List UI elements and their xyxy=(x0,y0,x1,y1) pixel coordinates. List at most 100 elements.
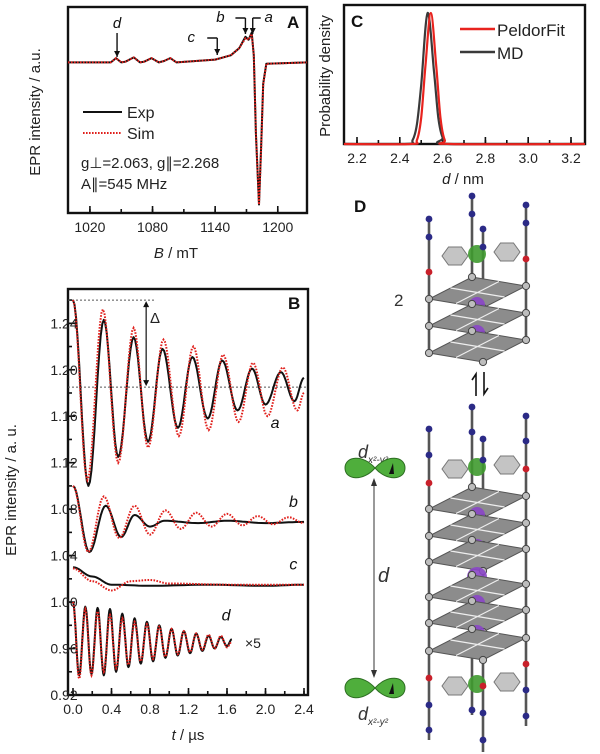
trace-d-sim-line xyxy=(72,601,232,682)
dx2y2-orbital-bottom xyxy=(344,677,406,699)
dx2y2-orbital-bottom-spin-arrow-icon xyxy=(389,683,394,694)
orbital-label-top: dx²-y² xyxy=(358,442,389,466)
trace-b-label: b xyxy=(289,494,298,511)
nitrogen-atom xyxy=(468,403,476,411)
panel-c-x-tick-label: 2.8 xyxy=(476,150,496,166)
nitrogen-atom xyxy=(522,437,530,445)
g-tensor-annotation: g⊥=2.063, g∥=2.268 xyxy=(81,155,219,172)
panel-b-xlabel: t / µs xyxy=(172,727,205,744)
trace-c-sim-line xyxy=(72,567,304,592)
metal-node xyxy=(521,579,531,589)
metal-node xyxy=(424,557,434,567)
bottom-lower-cap-ring-right xyxy=(493,672,521,692)
nitrogen-atom xyxy=(425,425,433,433)
metal-node xyxy=(424,592,434,602)
metal-node xyxy=(424,294,434,304)
trace-c-exp-line xyxy=(72,566,304,587)
oxygen-atom xyxy=(522,465,530,473)
marker-a-label: a xyxy=(265,9,273,26)
metal-node xyxy=(467,272,477,282)
trace-a-exp-line xyxy=(72,299,305,487)
metal-node xyxy=(467,326,477,336)
orbital-label-bottom-sub: x²-y² xyxy=(367,717,389,728)
oxygen-atom xyxy=(425,479,433,487)
top-cage-cap-ring-left xyxy=(441,246,469,266)
top-cage-plate-gap xyxy=(450,334,505,359)
dx2y2-orbital-top-spin-arrow-icon xyxy=(389,463,394,474)
legend-sim-label: Sim xyxy=(127,126,155,143)
oxygen-atom xyxy=(425,674,433,682)
panel-c-xlabel-unit: / nm xyxy=(451,171,484,188)
marker-b-arrow xyxy=(235,17,247,34)
marker-c-label: c xyxy=(187,29,195,46)
nitrogen-atom xyxy=(425,726,433,734)
metal-node xyxy=(467,535,477,545)
top-cage-cap-ring-right xyxy=(493,242,521,262)
trace-c-label: c xyxy=(289,557,297,574)
trace-d-label: d xyxy=(222,608,232,625)
marker-d-arrowhead xyxy=(114,51,121,57)
panel-b-x-tick-label: 1.6 xyxy=(217,701,237,717)
panel-b-y-tick-label: 1.24 xyxy=(50,315,77,331)
nitrogen-atom xyxy=(425,701,433,709)
metal-node xyxy=(467,509,477,519)
nitrogen-atom xyxy=(479,225,487,233)
nitrogen-atom xyxy=(522,412,530,420)
metal-node xyxy=(467,596,477,606)
panel-c-x-tick-label: 3.2 xyxy=(561,150,581,166)
bottom-lower-cap-ring-left xyxy=(441,676,469,696)
bottom-cage-plate-gap xyxy=(450,490,505,515)
metal-node xyxy=(424,321,434,331)
compound-number-label: 2 xyxy=(394,291,403,310)
bottom-cage-plate-gap xyxy=(450,543,505,568)
panel-b-x-tick-label: 1.2 xyxy=(179,701,199,717)
panel-b-y-tick-label: 0.96 xyxy=(50,641,77,657)
panel-a-epr-spectrum: EPR intensity / a.u. B / mT A Exp Sim g⊥… xyxy=(27,5,309,262)
panel-a-x-tick-label: 1140 xyxy=(200,219,230,235)
nitrogen-atom xyxy=(425,451,433,459)
oxygen-atom xyxy=(425,268,433,276)
panel-b-xlabel-unit: / µs xyxy=(176,727,205,744)
legend-md-label: MD xyxy=(497,44,523,63)
panel-b-label: B xyxy=(288,294,300,313)
panel-b-xlabel-var: t xyxy=(172,727,177,744)
panel-b-x-tick-label: 0.0 xyxy=(63,701,83,717)
trace-b-exp-line xyxy=(72,485,305,554)
metal-node xyxy=(521,605,531,615)
panel-b-x-tick-label: 0.8 xyxy=(140,701,160,717)
panel-a-x-tick-label: 1080 xyxy=(137,219,168,235)
oxygen-atom xyxy=(522,255,530,263)
metal-node xyxy=(521,308,531,318)
panel-b-plot-frame xyxy=(66,287,310,697)
peldorfit-distribution-line xyxy=(343,11,585,146)
metal-node xyxy=(521,281,531,291)
panel-a-x-tick-label: 1020 xyxy=(74,219,105,235)
panel-b-y-tick-label: 0.92 xyxy=(50,687,77,703)
marker-a-arrowhead xyxy=(249,28,256,34)
orbital-label-top-main: d xyxy=(358,442,369,462)
nitrogen-atom xyxy=(425,215,433,223)
legend-exp-label: Exp xyxy=(127,105,155,122)
metal-node xyxy=(521,633,531,643)
metal-node xyxy=(521,518,531,528)
trace-a-sim-line xyxy=(72,299,305,484)
metal-node xyxy=(424,618,434,628)
distance-label: d xyxy=(378,565,390,587)
panel-a-xlabel-unit: / mT xyxy=(164,245,198,262)
nitrogen-atom xyxy=(479,435,487,443)
nitrogen-atom xyxy=(468,706,476,714)
panel-b-ylabel: EPR intensity / a. u. xyxy=(3,424,20,556)
panel-a-xlabel-var: B xyxy=(154,245,164,262)
marker-c-arrow xyxy=(207,37,218,55)
panel-a-xlabel: B / mT xyxy=(154,245,198,262)
orbital-label-bottom-main: d xyxy=(358,704,369,724)
oxygen-atom xyxy=(522,660,530,668)
bottom-cage-plate-gap xyxy=(450,604,505,629)
nitrogen-atom xyxy=(479,736,487,744)
metal-node xyxy=(467,299,477,309)
nitrogen-atom xyxy=(468,210,476,218)
top-cage-plate-gap xyxy=(450,307,505,332)
panel-b-y-tick-label: 1.04 xyxy=(50,548,77,564)
